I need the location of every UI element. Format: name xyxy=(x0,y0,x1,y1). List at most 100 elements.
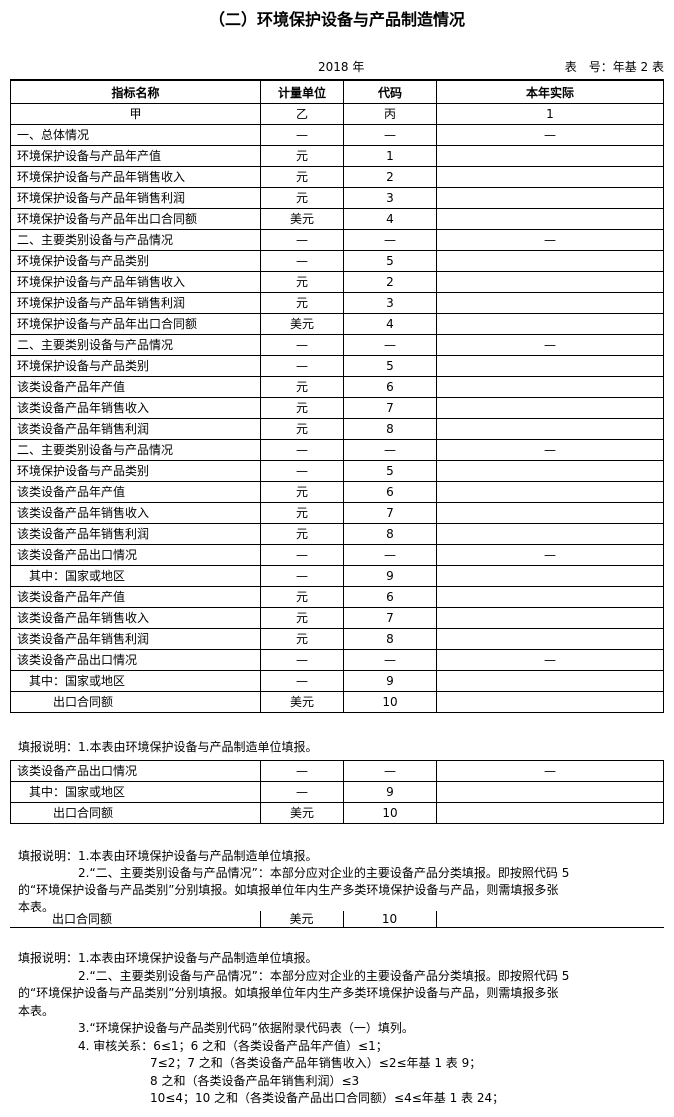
note-line: 本表。 xyxy=(18,1003,55,1018)
table-row: 二、主要类别设备与产品情况 — — — xyxy=(10,229,664,251)
single-row-table: 出口合同额 美元 10 xyxy=(10,911,664,928)
unit: — xyxy=(260,250,344,272)
indicator-name: 出口合同额 xyxy=(10,802,261,824)
indicator-name: 该类设备产品年销售利润 xyxy=(10,523,261,545)
actual-value xyxy=(436,271,664,293)
actual-value: — xyxy=(436,229,664,251)
indicator-name: 环境保护设备与产品年产值 xyxy=(10,145,261,167)
table-row: 环境保护设备与产品年销售利润元 3 xyxy=(10,292,664,314)
col-header: 计量单位 xyxy=(260,79,344,104)
actual-value xyxy=(436,397,664,419)
cell: 10 xyxy=(342,911,437,928)
table-row: 其中：国家或地区 —9 xyxy=(10,565,664,587)
code: 5 xyxy=(343,460,437,482)
table-row: 一、总体情况 — — — xyxy=(10,124,664,146)
unit: — xyxy=(260,565,344,587)
unit: — xyxy=(260,760,344,782)
cell: 美元 xyxy=(259,911,344,928)
actual-value xyxy=(436,670,664,692)
unit: 元 xyxy=(260,187,344,209)
indicator-name: 该类设备产品年销售利润 xyxy=(10,418,261,440)
code: 8 xyxy=(343,418,437,440)
actual-value xyxy=(436,691,664,713)
table-row: 其中：国家或地区 —9 xyxy=(10,781,664,803)
code: 6 xyxy=(343,481,437,503)
code: 8 xyxy=(343,628,437,650)
table-row: 环境保护设备与产品年销售收入元 2 xyxy=(10,271,664,293)
code: — xyxy=(343,229,437,251)
unit: 元 xyxy=(260,628,344,650)
notes-a: 填报说明：1.本表由环境保护设备与产品制造单位填报。 2.“二、主要类别设备与产… xyxy=(18,848,569,916)
note-line: 2.“二、主要类别设备与产品情况”：本部分应对企业的主要设备产品分类填报。即按照… xyxy=(18,866,570,880)
indicator-name: 环境保护设备与产品类别 xyxy=(10,355,261,377)
table-row: 出口合同额 美元 10 xyxy=(10,691,664,713)
actual-value xyxy=(436,187,664,209)
actual-value: — xyxy=(436,760,664,782)
indicator-name: 该类设备产品年销售收入 xyxy=(10,502,261,524)
unit: — xyxy=(260,334,344,356)
note-line: 8 之和（各类设备产品年销售利润）≤3 xyxy=(18,1073,360,1088)
unit: 元 xyxy=(260,166,344,188)
code: — xyxy=(343,124,437,146)
unit: — xyxy=(260,649,344,671)
note-line: 2.“二、主要类别设备与产品情况”：本部分应对企业的主要设备产品分类填报。即按照… xyxy=(18,968,570,983)
indicator-name: 其中：国家或地区 xyxy=(10,565,261,587)
table-row: 出口合同额 美元 10 xyxy=(10,802,664,824)
actual-value xyxy=(436,292,664,314)
indicator-name: 该类设备产品出口情况 xyxy=(10,760,261,782)
note-line: 本表。 xyxy=(18,900,55,914)
report-year: 2018 年 xyxy=(318,60,365,74)
code: 5 xyxy=(343,250,437,272)
actual-value xyxy=(436,313,664,335)
indicator-name: 该类设备产品出口情况 xyxy=(10,544,261,566)
note-line: 填报说明：1.本表由环境保护设备与产品制造单位填报。 xyxy=(18,951,318,965)
unit: 元 xyxy=(260,502,344,524)
col-header: 代码 xyxy=(343,79,437,104)
indicator-name: 二、主要类别设备与产品情况 xyxy=(10,229,261,251)
code: — xyxy=(343,439,437,461)
table-row: 环境保护设备与产品年销售利润元 3 xyxy=(10,187,664,209)
actual-value xyxy=(436,586,664,608)
code: 1 xyxy=(343,145,437,167)
unit: 元 xyxy=(260,586,344,608)
subheader-cell: 甲 xyxy=(10,103,261,125)
actual-value xyxy=(436,802,664,824)
code: 9 xyxy=(343,565,437,587)
actual-value xyxy=(436,481,664,503)
indicator-name: 二、主要类别设备与产品情况 xyxy=(10,334,261,356)
code: 10 xyxy=(343,802,437,824)
table-row: 环境保护设备与产品年销售收入元 2 xyxy=(10,166,664,188)
note-line: 的“环境保护设备与产品类别”分别填报。如填报单位年内生产多类环境保护设备与产品，… xyxy=(18,883,559,897)
actual-value xyxy=(436,460,664,482)
unit: 元 xyxy=(260,418,344,440)
table-row: 该类设备产品年销售利润元 8 xyxy=(10,523,664,545)
indicator-name: 该类设备产品年产值 xyxy=(10,376,261,398)
unit: 元 xyxy=(260,376,344,398)
table-row: 环境保护设备与产品年出口合同额 美元 4 xyxy=(10,208,664,230)
unit: — xyxy=(260,781,344,803)
actual-value xyxy=(436,565,664,587)
table-row: 环境保护设备与产品类别 —5 xyxy=(10,355,664,377)
code: 8 xyxy=(343,523,437,545)
code: 6 xyxy=(343,586,437,608)
unit: 元 xyxy=(260,145,344,167)
code: — xyxy=(343,649,437,671)
note-line: 7≤2；7 之和（各类设备产品年销售收入）≤2≤年基 1 表 9； xyxy=(18,1056,482,1070)
code: 2 xyxy=(343,166,437,188)
page-title: （二）环境保护设备与产品制造情况 xyxy=(208,10,465,29)
fragment-table: 该类设备产品出口情况 — — — 其中：国家或地区 —9 出口合同额 美元 10 xyxy=(10,760,664,824)
table-row: 环境保护设备与产品类别 —5 xyxy=(10,250,664,272)
actual-value: — xyxy=(436,544,664,566)
code: 3 xyxy=(343,292,437,314)
header-row: 指标名称 计量单位 代码 本年实际 xyxy=(10,79,664,104)
subheader-cell: 丙 xyxy=(343,103,437,125)
cell xyxy=(435,911,664,928)
unit: 元 xyxy=(260,523,344,545)
unit: 元 xyxy=(260,607,344,629)
indicator-name: 环境保护设备与产品年出口合同额 xyxy=(10,313,261,335)
table-row: 该类设备产品出口情况 — — — xyxy=(10,760,664,782)
indicator-name: 二、主要类别设备与产品情况 xyxy=(10,439,261,461)
indicator-name: 环境保护设备与产品年销售收入 xyxy=(10,166,261,188)
fragment-note: 填报说明：1.本表由环境保护设备与产品制造单位填报。 xyxy=(18,740,318,754)
table-row: 环境保护设备与产品类别 —5 xyxy=(10,460,664,482)
